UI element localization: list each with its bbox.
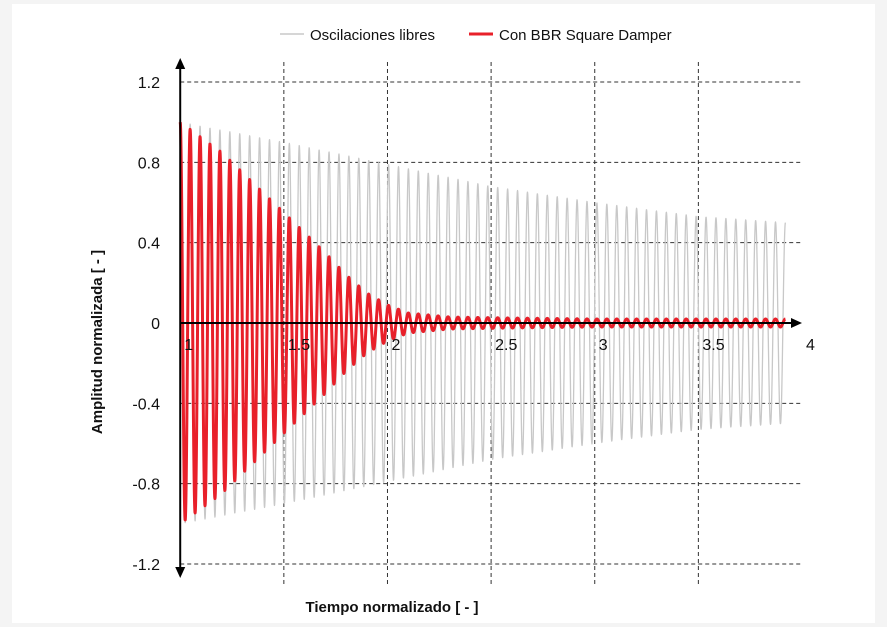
x-tick-label: 3.5 (702, 337, 724, 354)
y-tick-label: -1.2 (132, 557, 160, 574)
x-tick-label: 4 (806, 337, 815, 354)
x-tick-label: 3 (599, 337, 608, 354)
y-tick-label: 0.4 (138, 236, 160, 253)
x-tick-label: 1 (184, 337, 193, 354)
axes (175, 58, 802, 578)
chart-frame: 1.2 0.8 0.4 0 -0.4 -0.8 -1.2 1 1.5 2 2.5 3 3.5 4 Tiem… (12, 4, 875, 623)
series-layer (178, 122, 787, 524)
legend-label-free: Oscilaciones libres (310, 27, 435, 44)
x-axis-arrow (791, 318, 802, 328)
y-tick-label: -0.4 (132, 396, 160, 413)
y-tick-label: -0.8 (132, 477, 160, 494)
x-tick-label: 2.5 (495, 337, 517, 354)
x-tick-label: 2 (391, 337, 400, 354)
y-tick-label: 0.8 (138, 155, 160, 172)
x-tick-label: 1.5 (288, 337, 310, 354)
tick-labels: 1.2 0.8 0.4 0 -0.4 -0.8 -1.2 1 1.5 2 2.5 3 3.5 4 (132, 75, 815, 574)
y-axis-arrow-bottom (175, 566, 186, 578)
y-axis-label: Amplitud normalizada [ - ] (89, 250, 106, 434)
legend-label-damper: Con BBR Square Damper (499, 27, 672, 44)
y-tick-label: 0 (151, 316, 160, 333)
series-line-1 (178, 122, 787, 522)
legend: Oscilaciones libres Con BBR Square Dampe… (280, 27, 672, 44)
y-tick-label: 1.2 (138, 75, 160, 92)
chart-svg: 1.2 0.8 0.4 0 -0.4 -0.8 -1.2 1 1.5 2 2.5 3 3.5 4 Tiem… (89, 27, 815, 616)
y-axis-arrow-top (175, 58, 186, 70)
x-axis-label: Tiempo normalizado [ - ] (305, 599, 478, 616)
